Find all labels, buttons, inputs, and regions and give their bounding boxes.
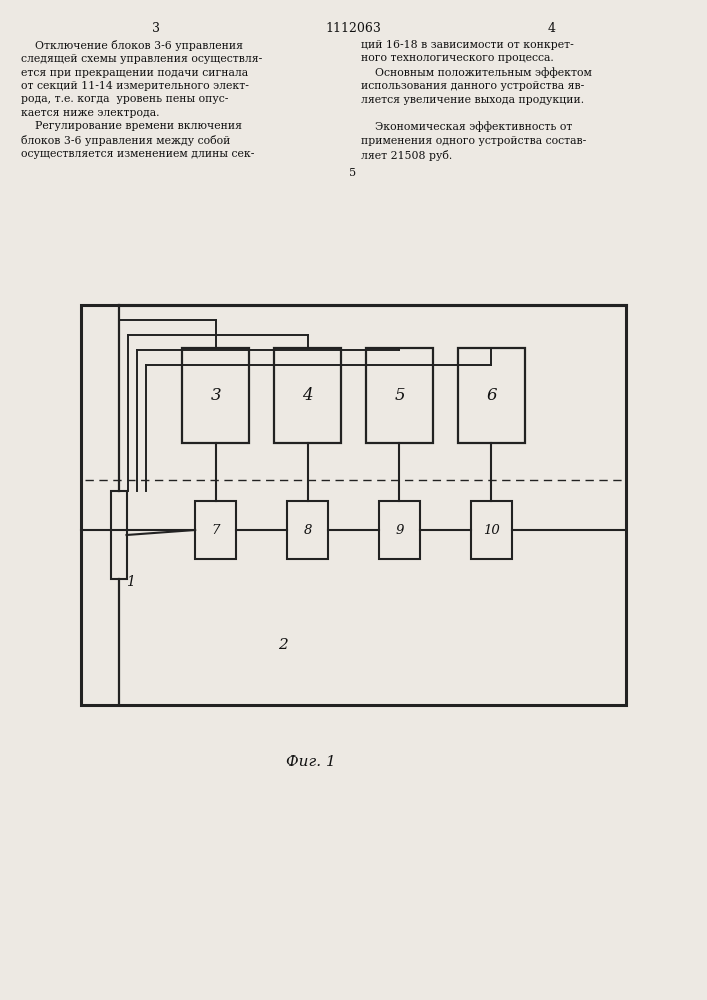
Bar bbox=[458, 348, 525, 442]
Text: 7: 7 bbox=[211, 524, 220, 536]
Text: 5: 5 bbox=[349, 168, 356, 178]
Text: 3: 3 bbox=[151, 22, 160, 35]
Bar bbox=[274, 348, 341, 442]
Text: 5: 5 bbox=[394, 386, 405, 403]
Text: 4: 4 bbox=[547, 22, 556, 35]
Text: 6: 6 bbox=[486, 386, 497, 403]
Text: 10: 10 bbox=[483, 524, 500, 536]
Text: 1: 1 bbox=[126, 575, 135, 589]
Bar bbox=[81, 305, 626, 705]
Bar bbox=[182, 348, 250, 442]
Bar bbox=[287, 501, 328, 559]
Text: 3: 3 bbox=[210, 386, 221, 403]
Bar bbox=[111, 491, 127, 579]
Bar bbox=[195, 501, 236, 559]
Text: 1112063: 1112063 bbox=[325, 22, 382, 35]
Bar bbox=[471, 501, 512, 559]
Text: 8: 8 bbox=[303, 524, 312, 536]
Text: Фиг. 1: Фиг. 1 bbox=[286, 755, 336, 769]
Text: 9: 9 bbox=[395, 524, 404, 536]
Text: Отключение блоков 3-6 управления
следящей схемы управления осуществля-
ется при : Отключение блоков 3-6 управления следяще… bbox=[21, 40, 262, 159]
Text: 2: 2 bbox=[278, 638, 288, 652]
Text: 4: 4 bbox=[302, 386, 313, 403]
Bar bbox=[379, 501, 420, 559]
Bar bbox=[366, 348, 433, 442]
Text: ций 16-18 в зависимости от конкрет-
ного технологического процесса.
    Основным: ций 16-18 в зависимости от конкрет- ного… bbox=[361, 40, 592, 161]
